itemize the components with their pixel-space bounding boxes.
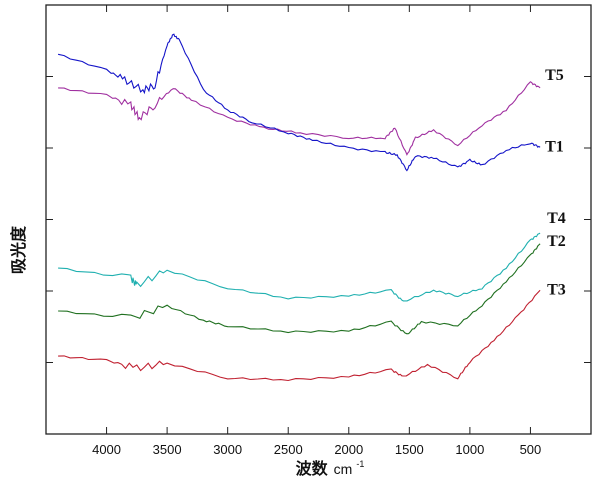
series-line-T1 bbox=[57, 33, 541, 172]
series-label-T5: T5 bbox=[545, 67, 564, 84]
x-tick-label: 500 bbox=[520, 442, 542, 457]
x-tick-label: 1000 bbox=[455, 442, 484, 457]
series-label-T1: T1 bbox=[545, 138, 564, 155]
series-label-T2: T2 bbox=[547, 233, 566, 250]
x-tick-label: 3000 bbox=[213, 442, 242, 457]
series-label-T4: T4 bbox=[547, 210, 566, 227]
series-label-T3: T3 bbox=[547, 281, 566, 298]
x-tick-label: 3500 bbox=[153, 442, 182, 457]
y-axis-title: 吸光度 bbox=[9, 225, 28, 274]
x-tick-label: 4000 bbox=[92, 442, 121, 457]
series-line-T4 bbox=[58, 232, 541, 302]
series-line-T3 bbox=[58, 289, 541, 382]
series-line-T5 bbox=[58, 81, 541, 156]
x-tick-label: 2500 bbox=[274, 442, 303, 457]
series-line-T2 bbox=[58, 243, 541, 335]
plot-frame bbox=[45, 4, 592, 435]
x-tick-label: 1500 bbox=[395, 442, 424, 457]
x-axis-unit: cm bbox=[334, 461, 353, 477]
x-axis-unit-exponent: -1 bbox=[356, 459, 364, 469]
x-tick-label: 2000 bbox=[334, 442, 363, 457]
x-axis-title: 波数 cm -1 bbox=[296, 459, 365, 478]
x-axis-title-main: 波数 bbox=[296, 459, 329, 478]
